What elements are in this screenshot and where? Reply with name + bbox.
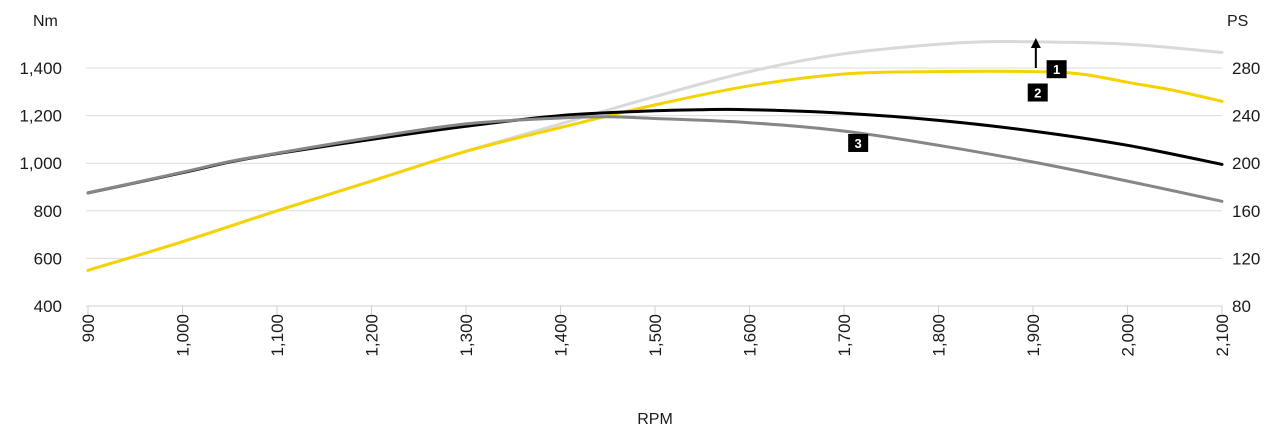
y-right-tick-label: 240 xyxy=(1232,107,1260,126)
marker-label: 3 xyxy=(855,136,862,151)
x-tick-label: 1,000 xyxy=(174,314,193,357)
marker-box xyxy=(1046,60,1067,79)
series-line-2 xyxy=(86,69,1224,272)
series-line-3 xyxy=(86,107,1224,195)
series-line-4 xyxy=(86,115,1224,203)
y-right-tick-label: 280 xyxy=(1232,59,1260,78)
y-right-tick-label: 120 xyxy=(1232,249,1260,268)
x-tick-label: 2,100 xyxy=(1213,314,1232,357)
x-tick-label: 1,400 xyxy=(552,314,571,357)
y-left-tick-label: 800 xyxy=(34,202,62,221)
y-left-unit-label: Nm xyxy=(33,13,58,30)
x-axis-ticks xyxy=(87,306,1223,314)
x-tick-label: 1,500 xyxy=(646,314,665,357)
x-tick-label: 2,000 xyxy=(1119,314,1138,357)
y-right-tick-label: 80 xyxy=(1232,297,1251,316)
axis-labels: Nm PS RPM 400 600 800 1,000 1,200 1,400 80 120 1… xyxy=(19,13,1260,425)
y-left-tick-label: 1,200 xyxy=(19,107,62,126)
x-tick-label: 900 xyxy=(79,314,98,342)
x-tick-label: 1,800 xyxy=(930,314,949,357)
y-left-tick-label: 1,000 xyxy=(19,154,62,173)
y-left-tick-label: 600 xyxy=(34,249,62,268)
marker-label: 1 xyxy=(1053,62,1060,77)
x-tick-label: 1,600 xyxy=(741,314,760,357)
marker-box xyxy=(848,133,869,152)
y-right-tick-label: 200 xyxy=(1232,154,1260,173)
marker-label: 2 xyxy=(1034,86,1041,101)
x-axis-title: RPM xyxy=(637,411,673,425)
annotations: 12 3 xyxy=(848,38,1067,152)
y-left-tick-label: 400 xyxy=(34,297,62,316)
x-tick-label: 1,900 xyxy=(1024,314,1043,357)
y-right-tick-label: 160 xyxy=(1232,202,1260,221)
y-right-unit-label: PS xyxy=(1227,13,1248,30)
marker-arrow-head xyxy=(1030,38,1041,48)
x-tick-label: 1,300 xyxy=(457,314,476,357)
x-tick-label: 1,700 xyxy=(835,314,854,357)
y-left-tick-label: 1,400 xyxy=(19,59,62,78)
x-tick-label: 1,100 xyxy=(268,314,287,357)
x-tick-label: 1,200 xyxy=(363,314,382,357)
marker-box xyxy=(1027,83,1048,102)
series-group xyxy=(86,40,1224,272)
